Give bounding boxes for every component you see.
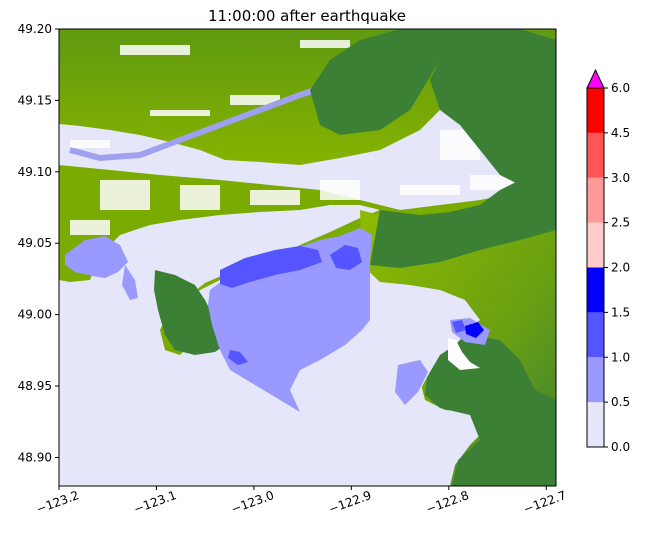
colorbar-segment <box>587 88 604 133</box>
colorbar-segment <box>587 177 604 223</box>
flood-zone-channel <box>122 265 138 300</box>
colorbar-tick-label: 6.0 <box>611 81 630 95</box>
x-tick-label: −123.0 <box>229 488 276 516</box>
y-tick-label: 49.20 <box>18 22 52 36</box>
y-tick-label: 49.15 <box>18 93 52 107</box>
highland-west <box>154 270 225 355</box>
colorbar-tick-label: 2.5 <box>611 216 630 230</box>
y-tick-label: 49.10 <box>18 165 52 179</box>
colorbar-tick-label: 1.5 <box>611 305 630 319</box>
colorbar-tick-label: 4.5 <box>611 126 630 140</box>
colorbar-segment <box>587 267 604 313</box>
colorbar-extend-arrow <box>586 68 605 89</box>
y-axis: 48.90 48.95 49.00 49.05 49.10 49.15 49.20 <box>18 22 59 464</box>
colorbar-segment <box>587 312 604 358</box>
flood-zone-medium-3 <box>228 350 248 365</box>
colorbar: 0.0 0.5 1.0 1.5 2.0 2.5 3.0 4.5 6.0 <box>586 68 630 454</box>
bay-no-data <box>448 338 480 370</box>
bay-water <box>310 285 470 405</box>
x-axis: −123.2 −123.1 −123.0 −122.9 −122.8 −122.7 <box>34 486 568 516</box>
colorbar-segment <box>587 357 604 403</box>
flood-zone-deep <box>465 322 484 338</box>
colorbar-tick-label: 0.5 <box>611 395 630 409</box>
highland-ridge <box>370 170 556 268</box>
x-tick-label: −123.1 <box>132 488 179 516</box>
flood-zone-east <box>395 360 428 405</box>
flood-zone-medium-2 <box>330 245 362 270</box>
x-tick-label: −122.8 <box>424 488 471 516</box>
x-tick-label: −122.9 <box>327 488 374 516</box>
flood-zone-medium-4 <box>452 320 466 333</box>
chart-title: 11:00:00 after earthquake <box>208 7 406 25</box>
colorbar-tick-label: 1.0 <box>611 350 630 364</box>
flood-zone-medium <box>220 246 322 288</box>
y-tick-label: 48.95 <box>18 379 52 393</box>
highland-northeast <box>310 29 556 190</box>
colorbar-segment <box>587 402 604 447</box>
plot-area <box>59 29 556 486</box>
y-tick-label: 49.00 <box>18 308 52 322</box>
y-tick-label: 49.05 <box>18 236 52 250</box>
y-tick-label: 48.90 <box>18 450 52 464</box>
plot-frame <box>58 28 557 487</box>
colorbar-segment <box>587 132 604 178</box>
flood-zone-west <box>65 236 128 278</box>
highland-southeast-core <box>425 335 556 486</box>
colorbar-tick-label: 3.0 <box>611 171 630 185</box>
x-tick-label: −122.7 <box>522 488 569 516</box>
colorbar-tick-label: 2.0 <box>611 261 630 275</box>
x-tick-label: −123.2 <box>34 488 81 516</box>
river-channel <box>69 82 331 162</box>
colorbar-segment <box>587 222 604 268</box>
colorbar-tick-label: 0.0 <box>611 440 630 454</box>
